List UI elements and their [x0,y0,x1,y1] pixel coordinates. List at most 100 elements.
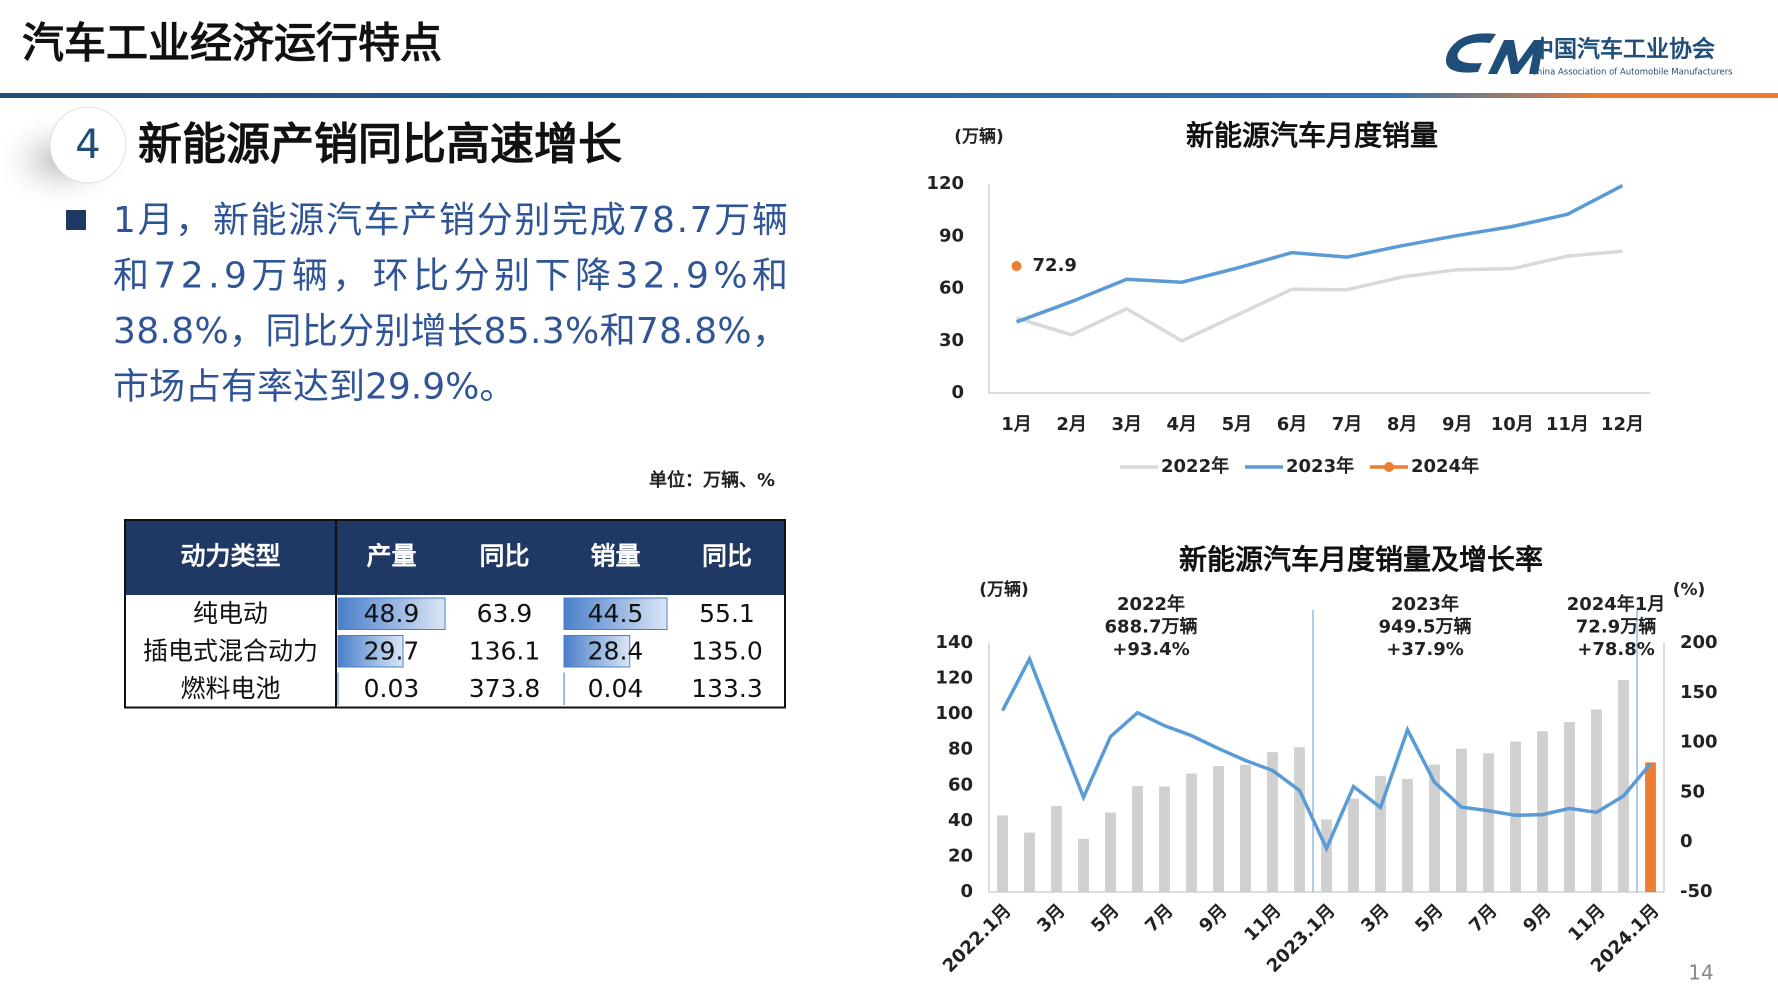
table-cell: 136.1 [469,636,541,665]
x-tick-label: 12月 [1601,414,1644,435]
bullet-square [66,210,86,230]
section-number: 4 [75,122,100,168]
bullet-line: 38.8%，同比分别增长85.3%和78.8%， [113,311,788,352]
x-tick-label: 11月 [1240,900,1285,945]
table-data-bar [563,597,668,630]
bar [1402,778,1413,892]
table-cell: 55.1 [699,599,755,628]
table-border [124,519,786,709]
table-cell: 0.03 [364,674,420,703]
y-tick-label: 120 [935,668,973,689]
bar [1321,819,1332,892]
table-cell: 0.04 [588,674,644,703]
y2-tick-label: 0 [1680,831,1693,852]
value-label: 72.9 [1033,255,1077,276]
table-data-bar [337,597,446,630]
x-tick-label: 8月 [1387,414,1418,435]
annotation: 2022年 [1117,593,1185,615]
bar [997,815,1008,892]
y-tick-label: 80 [948,739,973,760]
bar [1240,765,1251,892]
x-tick-label: 11月 [1564,900,1609,945]
y-tick-label: 60 [948,774,973,795]
table-cell: 28.4 [588,636,644,665]
table-header: 同比 [702,542,752,571]
bar [1132,785,1143,892]
y2-tick-label: 50 [1680,781,1705,802]
annotation: 2023年 [1391,593,1459,615]
annotation: 72.9万辆 [1576,616,1656,638]
page-number: 14 [1688,961,1713,985]
series-point [1011,261,1022,272]
table-cell: 纯电动 [193,599,268,628]
annotation: 2024年1月 [1567,593,1666,615]
section-title: 新能源产销同比高速增长 [138,119,622,170]
x-tick-label: 2022.1月 [939,900,1016,977]
x-tick-label: 3月 [1357,900,1393,936]
annotation: +93.4% [1112,639,1190,660]
bar [1375,775,1386,892]
x-tick-label: 9月 [1519,900,1555,936]
table-cell: 63.9 [477,599,533,628]
x-tick-label: 5月 [1411,900,1447,936]
x-tick-label: 2月 [1056,414,1087,435]
table-cell: 48.9 [364,599,420,628]
x-tick-label: 7月 [1141,900,1177,936]
table-cell: 44.5 [588,599,644,628]
table-header: 同比 [479,542,529,571]
logo-en: China Association of Automobile Manufact… [1531,68,1733,78]
bar [1348,798,1359,892]
y-tick-label: 60 [939,278,964,299]
header-rule [0,93,1778,98]
y2-tick-label: 200 [1680,632,1718,653]
y2-tick-label: 100 [1680,732,1718,753]
page-title: 汽车工业经济运行特点 [22,19,442,68]
x-tick-label: 5月 [1087,900,1123,936]
bar [1456,748,1467,892]
x-tick-label: 11月 [1546,414,1589,435]
y2-tick-label: -50 [1680,881,1713,902]
x-tick-label: 9月 [1442,414,1473,435]
legend-label: 2024年 [1411,455,1479,477]
bar [1537,731,1548,892]
bar [1159,786,1170,892]
chart-title: 新能源汽车月度销量 [1186,119,1438,152]
y-tick-label: 20 [948,845,973,866]
bar [1078,838,1089,892]
x-tick-label: 7月 [1465,900,1501,936]
bar [1051,805,1062,892]
y-tick-label: 40 [948,810,973,831]
x-tick-label: 1月 [1001,414,1032,435]
legend-label: 2023年 [1286,455,1354,477]
unit-note: 单位：万辆、% [649,469,775,491]
series-line [1016,249,1623,343]
table-cell: 插电式混合动力 [143,636,318,665]
x-tick-label: 3月 [1111,414,1142,435]
y-tick-label: 100 [935,703,973,724]
bar [1591,709,1602,892]
bar [1294,747,1305,892]
table-cell: 燃料电池 [180,674,280,703]
x-tick-label: 10月 [1491,414,1534,435]
bar [1186,773,1197,892]
legend-marker [1384,462,1394,472]
table-cell: 373.8 [469,674,541,703]
bar [1483,753,1494,892]
bar [1429,764,1440,892]
y-tick-label: 90 [939,225,964,246]
annotation: 949.5万辆 [1379,616,1472,638]
annotation: 688.7万辆 [1105,616,1198,638]
section-badge [49,106,127,184]
y-tick-label: 30 [939,330,964,351]
y-tick-label: 120 [926,173,964,194]
table-header: 销量 [590,542,640,571]
bar [1213,766,1224,892]
table-header: 动力类型 [180,542,280,571]
table-header-bg [125,520,785,595]
annotation: +37.9% [1386,639,1464,660]
y2-tick-label: 150 [1680,682,1718,703]
x-tick-label: 3月 [1033,900,1069,936]
chart-title: 新能源汽车月度销量及增长率 [1179,543,1543,576]
bullet-line: 市场占有率达到29.9%。 [113,367,515,408]
